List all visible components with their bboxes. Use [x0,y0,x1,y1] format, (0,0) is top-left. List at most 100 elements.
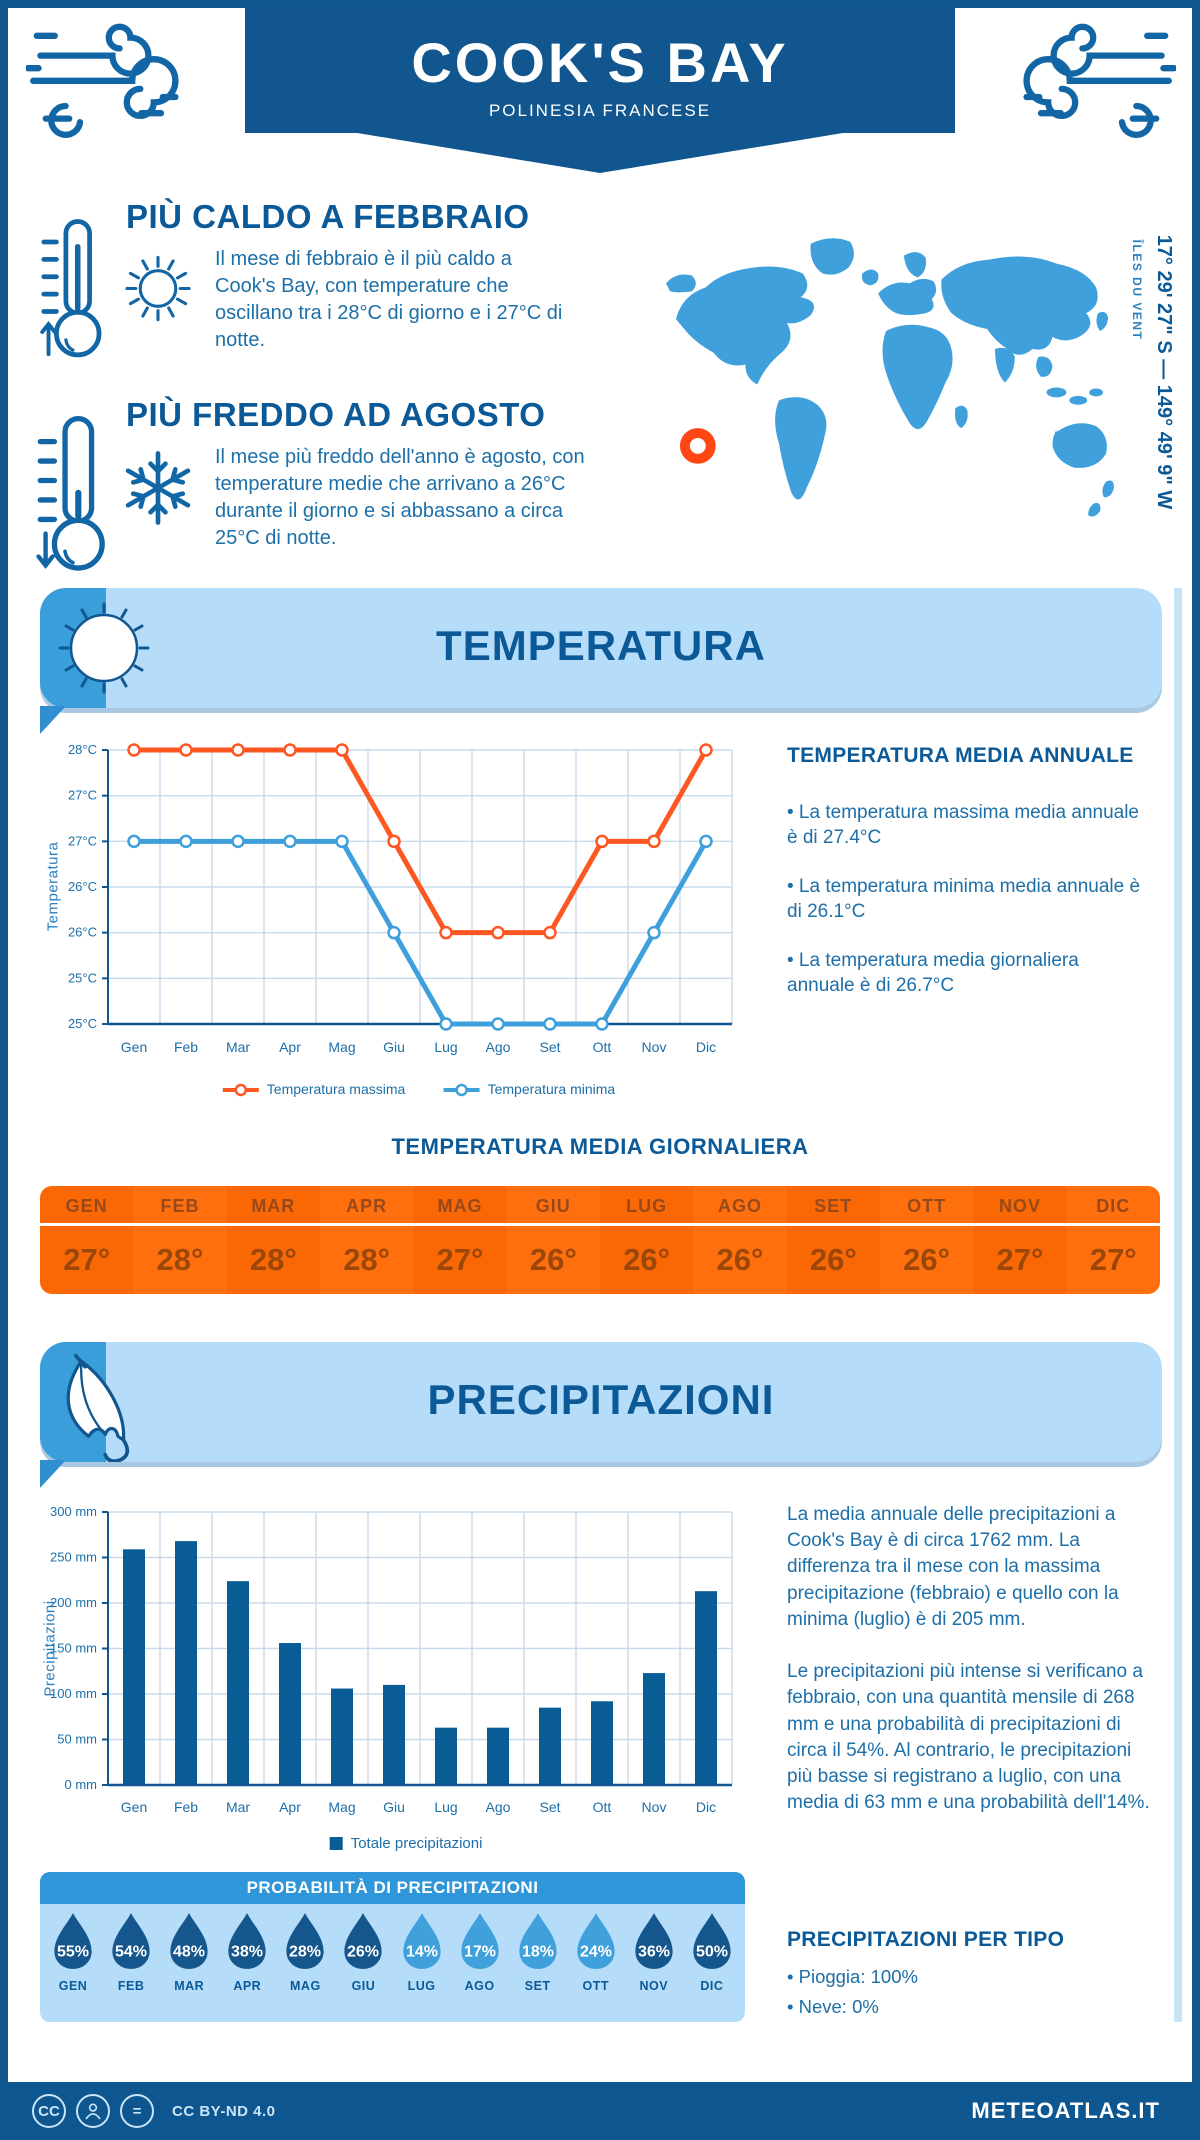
table-column: APR 28° [319,1186,414,1294]
no-derivatives-icon: = [120,2094,154,2128]
drop-month-label: DIC [700,1979,724,1993]
svg-text:Feb: Feb [174,1799,198,1815]
world-map [666,238,1114,517]
svg-text:Mar: Mar [226,1039,250,1055]
table-temperature-value: 27° [996,1242,1044,1277]
svg-text:0 mm: 0 mm [65,1777,98,1792]
svg-text:26%: 26% [347,1944,379,1961]
table-month-header: GEN [40,1186,134,1226]
svg-text:38%: 38% [231,1944,263,1961]
region-label: ÎLES DU VENT [1130,239,1144,341]
svg-text:25°C: 25°C [68,970,97,985]
drop-month-label: MAR [174,1979,205,1993]
table-month-header: DIC [1066,1186,1160,1226]
svg-text:18%: 18% [522,1944,554,1961]
table-temperature-value: 27° [63,1242,111,1277]
probability-drop: 36% NOV [625,1910,683,1993]
banner-chevron [345,131,855,173]
annual-bullet: • La temperatura minima media annuale è … [787,876,1141,923]
wind-icon [26,23,179,138]
band-curl [40,706,66,734]
table-month-header: MAR [226,1186,320,1226]
raindrop-icon: 38% [228,1913,266,1969]
annual-temperature-bullets: • La temperatura massima media annuale è… [787,800,1149,1022]
svg-text:Temperatura minima: Temperatura minima [488,1081,616,1097]
svg-text:150 mm: 150 mm [50,1641,97,1656]
daily-table-title: TEMPERATURA MEDIA GIORNALIERA [391,1134,809,1159]
sun-band-icon [58,602,150,694]
table-temperature-value: 26° [623,1242,671,1277]
probability-drop: 26% GIU [334,1910,392,1993]
raindrop-icon: 17% [460,1913,499,1969]
highlight-warm-text: Il mese di febbraio è il più caldo a Coo… [215,248,563,351]
svg-text:Totale precipitazioni: Totale precipitazioni [351,1835,483,1852]
svg-text:26°C: 26°C [68,879,97,894]
precipitation-paragraph: La media annuale delle precipitazioni a … [787,1504,1119,1630]
table-column: GIU 26° [506,1186,600,1294]
drop-month-label: MAG [290,1979,321,1993]
table-month-header: LUG [599,1186,694,1226]
precip-type-item: • Pioggia: 100% [787,1966,918,1987]
annual-temperature-title: TEMPERATURA MEDIA ANNUALE [787,744,1134,767]
table-column: OTT 26° [879,1186,974,1294]
svg-text:Apr: Apr [279,1799,301,1815]
svg-text:Apr: Apr [279,1039,301,1055]
table-temperature-value: 28° [249,1242,297,1277]
svg-text:48%: 48% [173,1944,205,1961]
probability-drop: 50% DIC [683,1910,741,1993]
svg-text:200 mm: 200 mm [50,1595,97,1610]
coordinates-label: 17° 29' 27" S — 149° 49' 9" W [1153,234,1175,510]
table-temperature-value: 26° [716,1242,764,1277]
svg-text:Gen: Gen [121,1039,147,1055]
svg-text:Set: Set [539,1799,560,1815]
snowflake-icon [125,451,191,525]
precipitation-band [40,1342,1162,1462]
precip-type-items: • Pioggia: 100% • Neve: 0% [787,1962,918,2021]
precip-type-item: • Neve: 0% [787,1995,879,2017]
table-temperature-value: 28° [343,1242,391,1277]
table-column: FEB 28° [133,1186,227,1294]
table-column: AGO 26° [693,1186,787,1294]
svg-text:54%: 54% [115,1944,147,1961]
raindrop-icon: 24% [577,1913,615,1969]
raindrop-icon: 50% [693,1913,731,1969]
drop-month-label: AGO [464,1979,495,1993]
drop-month-label: LUG [407,1979,436,1993]
raindrop-icon: 28% [286,1913,324,1969]
svg-text:28%: 28% [289,1944,321,1961]
svg-text:27°C: 27°C [68,833,97,848]
header-banner [245,8,955,133]
svg-text:Dic: Dic [696,1799,716,1815]
table-month-header: GIU [506,1186,600,1226]
precipitation-text: La media annuale delle precipitazioni a … [787,1502,1155,1842]
raindrop-icon: 14% [402,1913,441,1969]
umbrella-icon [66,1353,130,1462]
probability-drop: 17% AGO [451,1910,509,1993]
table-temperature-value: 26° [809,1242,857,1277]
page-title: COOK'S BAY [411,31,789,94]
sun-icon [125,255,191,322]
location-marker [679,428,716,464]
page-border-right [1192,0,1200,2140]
temperature-band [40,588,1162,708]
svg-text:300 mm: 300 mm [50,1504,97,1519]
svg-text:250 mm: 250 mm [50,1550,97,1565]
precipitation-section-title: PRECIPITAZIONI [427,1376,775,1423]
drop-month-label: GIU [351,1979,376,1993]
svg-text:Giu: Giu [383,1799,405,1815]
drop-month-label: SET [524,1979,551,1993]
wind-icon [1023,23,1176,138]
drop-month-label: GEN [58,1979,88,1993]
page-border-left [0,0,8,2140]
annual-bullet: • La temperatura massima media annuale è… [787,802,1140,849]
highlight-cold-text: Il mese più freddo dell'anno è agosto, c… [215,446,585,549]
table-month-header: OTT [879,1186,974,1226]
table-month-header: FEB [133,1186,227,1226]
svg-text:100 mm: 100 mm [50,1686,97,1701]
svg-text:50 mm: 50 mm [57,1732,97,1747]
highlight-cold-title: PIÙ FREDDO AD AGOSTO [126,396,546,433]
raindrop-icon: 18% [519,1913,557,1969]
table-month-header: MAG [413,1186,507,1226]
probability-drop: 48% MAR [160,1910,218,1993]
